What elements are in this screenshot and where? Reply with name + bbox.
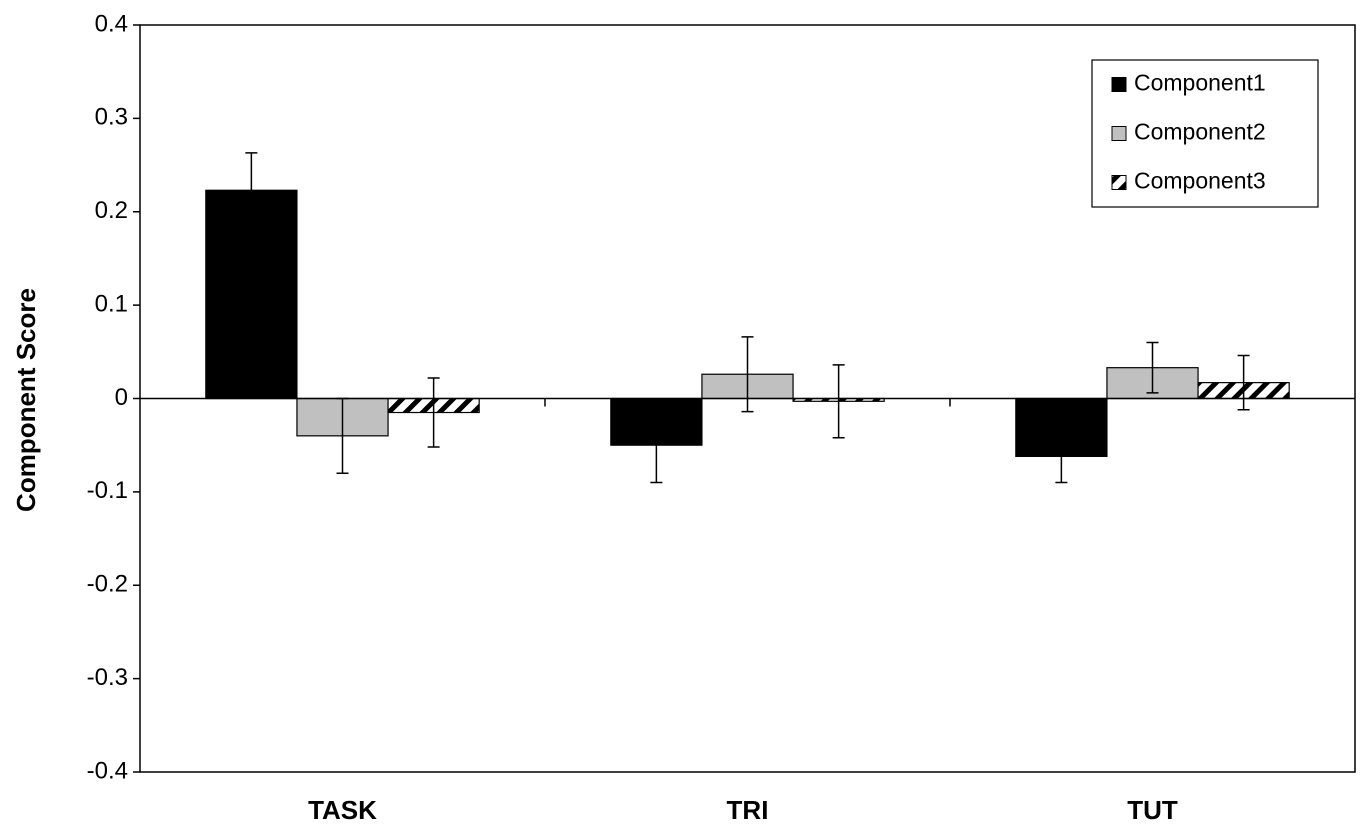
y-tick-label: 0.3	[95, 104, 128, 131]
y-tick-label: -0.3	[87, 664, 128, 691]
y-tick-label: -0.1	[87, 477, 128, 504]
legend-swatch	[1111, 126, 1127, 141]
y-tick-label: -0.4	[87, 757, 128, 784]
error-bar	[1146, 341, 1159, 394]
y-tick-label: 0.4	[95, 10, 128, 37]
legend-swatch	[1111, 175, 1127, 190]
x-tick-label: TRI	[727, 795, 769, 825]
error-bar	[427, 377, 440, 448]
y-tick-label: 0	[115, 384, 128, 411]
legend-swatch	[1111, 77, 1127, 92]
error-bar	[650, 407, 663, 484]
error-bar	[245, 152, 258, 229]
y-tick-label: 0.2	[95, 197, 128, 224]
x-tick-label: TASK	[308, 795, 377, 825]
legend-label: Component3	[1134, 168, 1266, 194]
legend-label: Component1	[1134, 70, 1266, 96]
legend-box	[1091, 59, 1319, 208]
error-bar	[1237, 354, 1250, 411]
error-bar	[832, 364, 845, 439]
error-bar	[1055, 429, 1068, 484]
legend-label: Component2	[1134, 119, 1266, 145]
y-tick-label: 0.1	[95, 290, 128, 317]
x-tick-label: TUT	[1127, 795, 1178, 825]
y-axis-label: Component Score	[11, 288, 41, 512]
y-tick-label: -0.2	[87, 571, 128, 598]
